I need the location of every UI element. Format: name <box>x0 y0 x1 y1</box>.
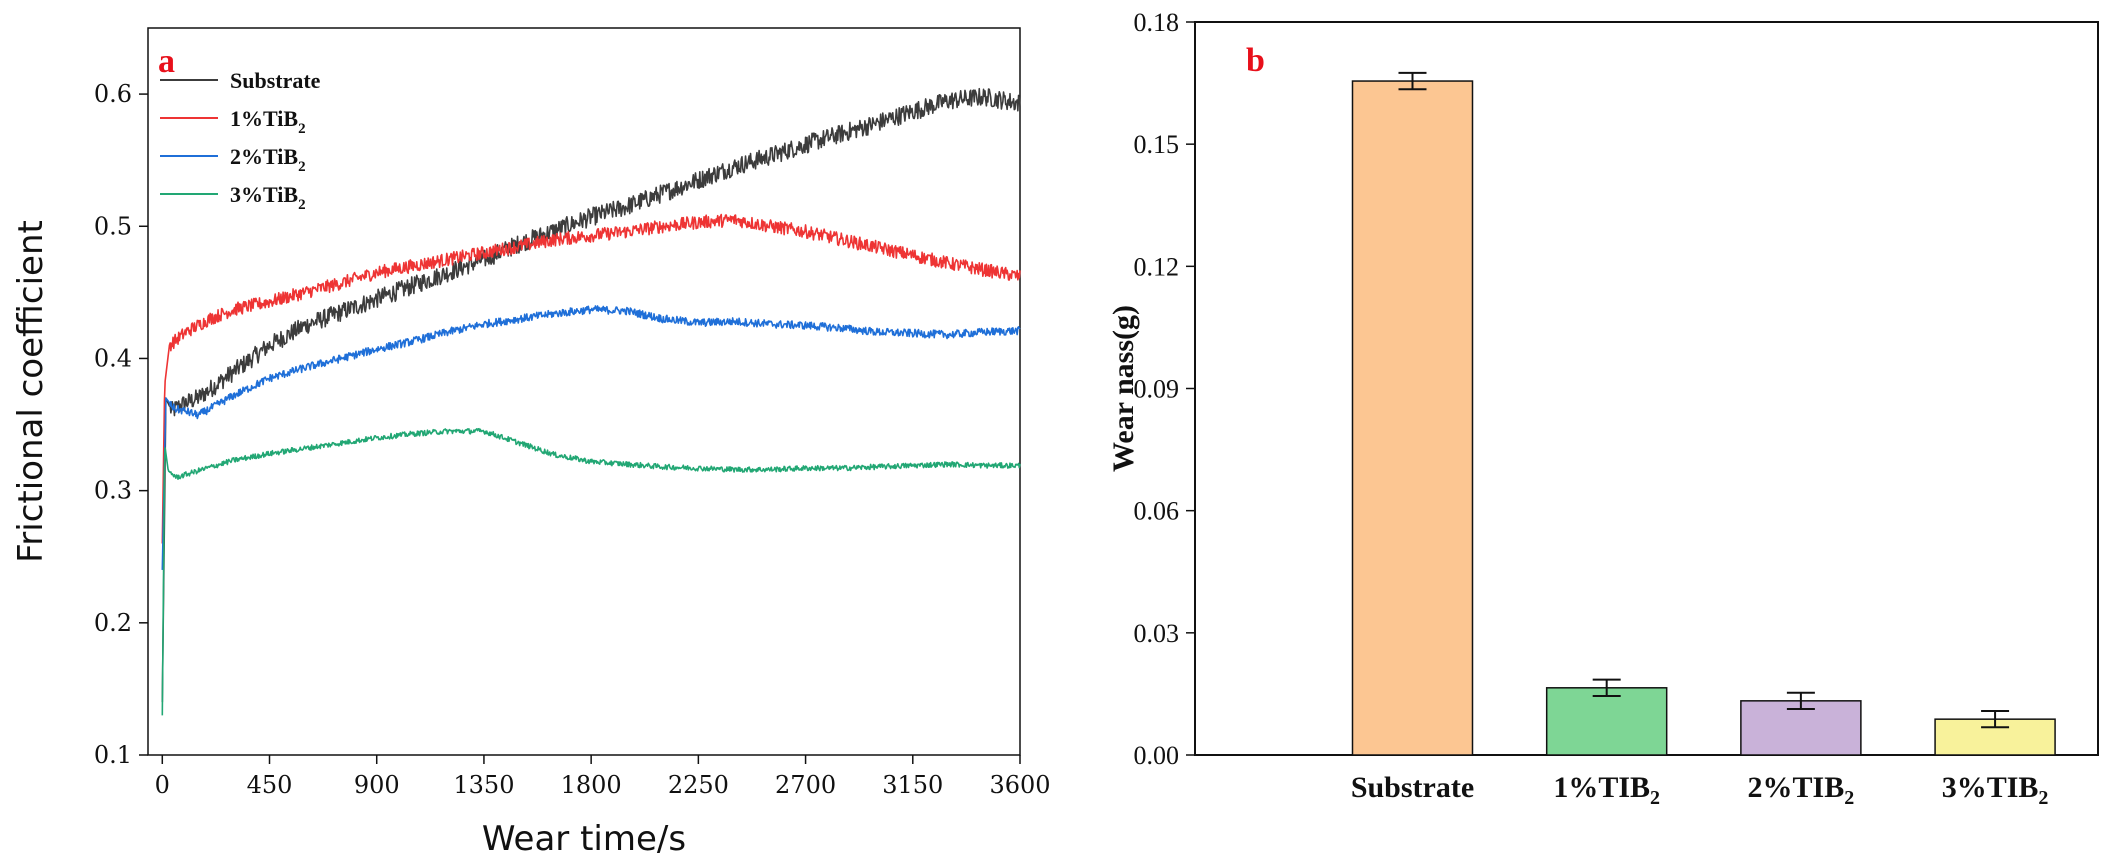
y-tick-label: 0.3 <box>94 477 132 505</box>
plot-frame-b <box>1194 21 2099 756</box>
y-axis-title: Frictional coefficient <box>11 220 51 563</box>
y-tick-label: 0.12 <box>1134 252 1180 281</box>
legend-label-2: 1%TiB2 <box>230 106 306 137</box>
category-label-2: 1%TIB2 <box>1553 771 1660 809</box>
series-line-1 <box>161 87 1021 703</box>
legend-label-1: Substrate <box>230 68 321 93</box>
series-line-3 <box>161 305 1021 570</box>
category-label-4: 3%TIB2 <box>1942 771 2049 809</box>
y-axis-title: Wear nass(g) <box>1107 305 1140 472</box>
panel-a-line-chart: 0 450 900 1350 1800 2250 2700 3150 3600 0.1 0.2 0.3… <box>11 27 1051 859</box>
series-line-2 <box>161 213 1021 544</box>
x-tick-label: 3600 <box>989 771 1050 799</box>
series-line-4 <box>161 427 1021 716</box>
x-tick-label: 1800 <box>561 771 622 799</box>
y-tick-label: 0.18 <box>1134 8 1180 37</box>
y-tick-label: 0.6 <box>94 80 132 108</box>
legend-label-3: 2%TiB2 <box>230 144 306 175</box>
x-tick-label: 450 <box>247 771 293 799</box>
bar-1 <box>1351 80 1474 756</box>
y-tick-label: 0.00 <box>1134 741 1180 770</box>
bar-2 <box>1545 687 1668 756</box>
x-tick-label: 3150 <box>882 771 943 799</box>
panel-label-b: b <box>1246 42 1265 79</box>
x-tick-label: 2700 <box>775 771 836 799</box>
y-tick-label: 0.1 <box>94 741 132 769</box>
x-tick-label: 0 <box>155 771 170 799</box>
x-tick-label: 2250 <box>668 771 729 799</box>
y-tick-label: 0.15 <box>1134 130 1180 159</box>
panel-label-a: a <box>158 43 175 80</box>
y-tick-label: 0.09 <box>1134 375 1180 404</box>
x-tick-label: 1350 <box>453 771 514 799</box>
category-label-3: 2%TIB2 <box>1748 771 1855 809</box>
x-tick-label: 900 <box>354 771 400 799</box>
plot-frame-a <box>147 27 1021 756</box>
y-tick-label: 0.4 <box>94 344 132 372</box>
x-axis-title: Wear time/s <box>482 819 686 859</box>
category-label-1: Substrate <box>1351 771 1474 804</box>
y-tick-label: 0.2 <box>94 609 132 637</box>
y-tick-label: 0.06 <box>1134 497 1180 526</box>
legend-label-4: 3%TiB2 <box>230 182 306 213</box>
panel-b-bar-chart: 0.00 0.03 0.06 0.09 0.12 0.15 0.18 Wear nass(g)… <box>1107 8 2099 809</box>
y-tick-label: 0.03 <box>1134 619 1180 648</box>
y-tick-label: 0.5 <box>94 212 132 240</box>
